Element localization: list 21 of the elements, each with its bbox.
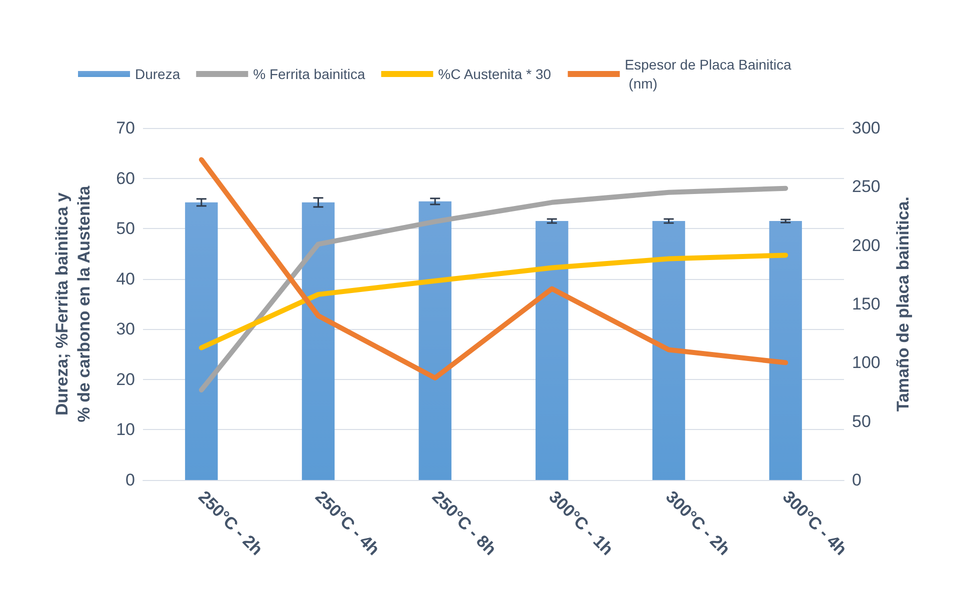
y-tick-label: 60	[116, 168, 135, 188]
y-tick-label: 20	[116, 370, 135, 389]
y2-tick-label: 250	[852, 177, 880, 196]
legend-label: % Ferrita bainitica	[253, 66, 366, 82]
legend-label: %C Austenita * 30	[438, 66, 552, 82]
y2-tick-label: 0	[852, 470, 862, 490]
y-tick-label: 50	[116, 219, 135, 238]
y2-tick-label: 50	[852, 412, 871, 431]
y2-tick-label: 150	[852, 294, 880, 314]
y-axis-title: Dureza; %Ferrita bainitica y % de carbono en la Austenita	[52, 185, 94, 422]
y-tick-label: 30	[116, 320, 135, 339]
legend-label: Espesor de Placa Bainitica (nm)	[624, 56, 792, 92]
y2-tick-label: 100	[852, 353, 880, 372]
legend-label: Dureza	[135, 66, 180, 82]
y-tick-label: 40	[116, 269, 135, 288]
y2-tick-label: 200	[852, 236, 880, 255]
y-tick-label: 70	[116, 118, 135, 138]
y-tick-label: 0	[126, 470, 135, 490]
y2-tick-label: 300	[852, 118, 880, 138]
y2-axis-title: Tamaño de placa bainitica.	[894, 196, 912, 412]
y-tick-label: 10	[116, 420, 135, 440]
